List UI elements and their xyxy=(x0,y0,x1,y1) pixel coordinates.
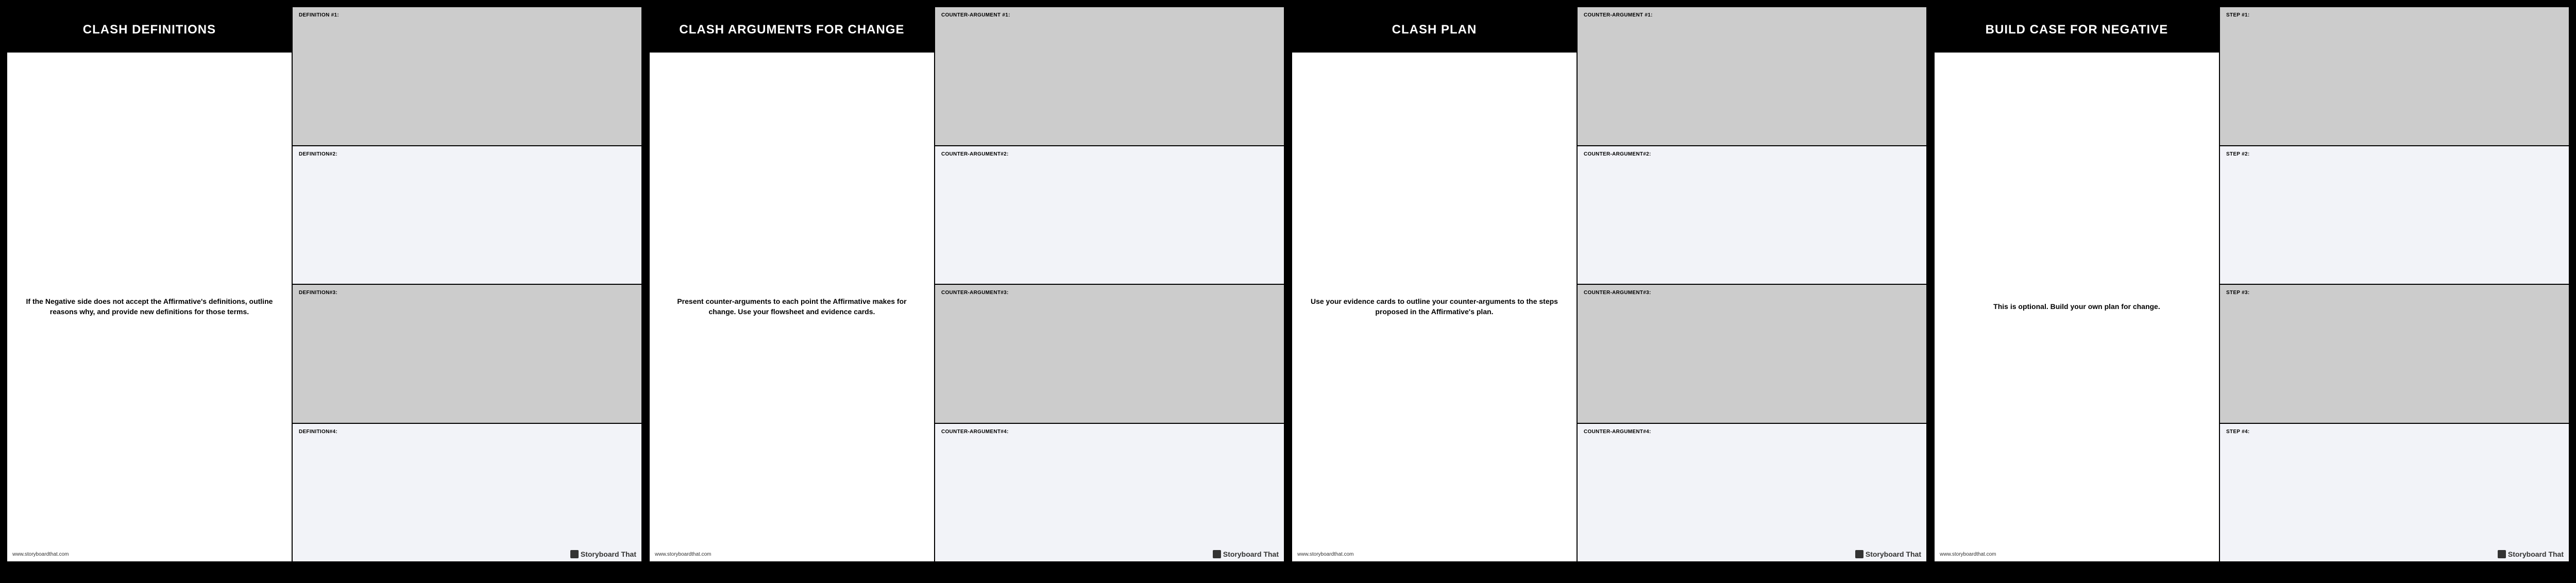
panel-description: Use your evidence cards to outline your … xyxy=(1292,53,1577,561)
footer-brand: Storyboard That xyxy=(570,550,636,558)
panel: CLASH PLANUse your evidence cards to out… xyxy=(1291,6,1927,562)
cell-label: COUNTER-ARGUMENT#2: xyxy=(941,151,1278,157)
panel: CLASH DEFINITIONSIf the Negative side do… xyxy=(6,6,642,562)
panel-left-column: CLASH DEFINITIONSIf the Negative side do… xyxy=(7,7,293,561)
cell-label: DEFINITION#2: xyxy=(299,151,635,157)
brand-name: Storyboard That xyxy=(2508,550,2564,558)
cell-label: STEP #2: xyxy=(2226,151,2563,157)
cell-label: COUNTER-ARGUMENT#3: xyxy=(1584,290,1920,296)
panel-description: If the Negative side does not accept the… xyxy=(7,53,292,561)
panel-left-column: CLASH ARGUMENTS FOR CHANGEPresent counte… xyxy=(650,7,935,561)
footer-url: www.storyboardthat.com xyxy=(1297,552,1354,557)
cell: STEP #3: xyxy=(2220,285,2569,424)
cell: COUNTER-ARGUMENT#3: xyxy=(1578,285,1926,424)
cell-label: COUNTER-ARGUMENT #1: xyxy=(1584,12,1920,18)
cell-label: DEFINITION#3: xyxy=(299,290,635,296)
panel-description: This is optional. Build your own plan fo… xyxy=(1935,53,2219,561)
panel: CLASH ARGUMENTS FOR CHANGEPresent counte… xyxy=(649,6,1285,562)
cell: COUNTER-ARGUMENT #1: xyxy=(935,7,1284,146)
footer-brand: Storyboard That xyxy=(1855,550,1921,558)
cell: STEP #1: xyxy=(2220,7,2569,146)
cell: COUNTER-ARGUMENT#2: xyxy=(935,146,1284,285)
cell: COUNTER-ARGUMENT#3: xyxy=(935,285,1284,424)
panel-footer: www.storyboardthat.com Storyboard That xyxy=(1940,550,2564,558)
cell: COUNTER-ARGUMENT#4: xyxy=(1578,424,1926,562)
brand-icon xyxy=(1855,550,1863,558)
cell-label: COUNTER-ARGUMENT#3: xyxy=(941,290,1278,296)
cell: STEP #2: xyxy=(2220,146,2569,285)
cell: COUNTER-ARGUMENT#4: xyxy=(935,424,1284,562)
panel-footer: www.storyboardthat.com Storyboard That xyxy=(12,550,636,558)
panel-right-column: STEP #1: STEP #2: STEP #3: STEP #4: xyxy=(2220,7,2569,561)
cell-label: COUNTER-ARGUMENT #1: xyxy=(941,12,1278,18)
panel-left-column: CLASH PLANUse your evidence cards to out… xyxy=(1292,7,1578,561)
cell: STEP #4: xyxy=(2220,424,2569,562)
panel-title: CLASH PLAN xyxy=(1292,7,1577,53)
panel-left-column: BUILD CASE FOR NEGATIVEThis is optional.… xyxy=(1935,7,2220,561)
cell: DEFINITION#3: xyxy=(293,285,641,424)
brand-name: Storyboard That xyxy=(1223,550,1279,558)
cell: DEFINITION#2: xyxy=(293,146,641,285)
panel-title: CLASH DEFINITIONS xyxy=(7,7,292,53)
panel-footer: www.storyboardthat.com Storyboard That xyxy=(655,550,1279,558)
cell-label: COUNTER-ARGUMENT#4: xyxy=(941,429,1278,435)
footer-url: www.storyboardthat.com xyxy=(12,552,69,557)
brand-name: Storyboard That xyxy=(581,550,636,558)
cell-label: COUNTER-ARGUMENT#4: xyxy=(1584,429,1920,435)
brand-icon xyxy=(570,550,579,558)
cell: COUNTER-ARGUMENT#2: xyxy=(1578,146,1926,285)
brand-icon xyxy=(1213,550,1221,558)
cell-label: COUNTER-ARGUMENT#2: xyxy=(1584,151,1920,157)
footer-url: www.storyboardthat.com xyxy=(655,552,711,557)
brand-icon xyxy=(2498,550,2506,558)
panel-title: CLASH ARGUMENTS FOR CHANGE xyxy=(650,7,934,53)
panel-right-column: DEFINITION #1: DEFINITION#2: DEFINITION#3:… xyxy=(293,7,641,561)
panels-container: CLASH DEFINITIONSIf the Negative side do… xyxy=(6,6,2570,562)
panel-right-column: COUNTER-ARGUMENT #1: COUNTER-ARGUMENT#2: C… xyxy=(935,7,1284,561)
cell-label: DEFINITION#4: xyxy=(299,429,635,435)
cell-label: STEP #3: xyxy=(2226,290,2563,296)
panel-title: BUILD CASE FOR NEGATIVE xyxy=(1935,7,2219,53)
cell-label: STEP #1: xyxy=(2226,12,2563,18)
cell: COUNTER-ARGUMENT #1: xyxy=(1578,7,1926,146)
cell: DEFINITION #1: xyxy=(293,7,641,146)
cell: DEFINITION#4: xyxy=(293,424,641,562)
panel-right-column: COUNTER-ARGUMENT #1: COUNTER-ARGUMENT#2: C… xyxy=(1578,7,1926,561)
cell-label: STEP #4: xyxy=(2226,429,2563,435)
cell-label: DEFINITION #1: xyxy=(299,12,635,18)
brand-name: Storyboard That xyxy=(1866,550,1921,558)
panel-description: Present counter-arguments to each point … xyxy=(650,53,934,561)
panel-footer: www.storyboardthat.com Storyboard That xyxy=(1297,550,1921,558)
footer-url: www.storyboardthat.com xyxy=(1940,552,1996,557)
footer-brand: Storyboard That xyxy=(2498,550,2564,558)
footer-brand: Storyboard That xyxy=(1213,550,1279,558)
panel: BUILD CASE FOR NEGATIVEThis is optional.… xyxy=(1934,6,2570,562)
